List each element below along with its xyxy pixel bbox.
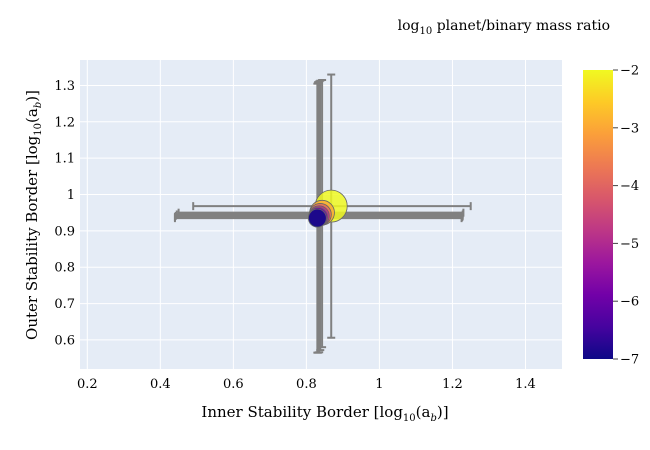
- colorbar-title: log10 planet/binary mass ratio: [398, 18, 610, 37]
- data-point: [307, 208, 327, 228]
- y-tick-label: 1.3: [54, 79, 75, 94]
- y-tick-label: 0.6: [54, 333, 75, 348]
- y-tick-label: 1: [67, 188, 75, 203]
- x-tick-label: 1.4: [515, 377, 536, 392]
- colorbar-tick-label: −2: [620, 64, 639, 79]
- colorbar: [583, 70, 613, 359]
- colorbar-tick-label: −5: [620, 237, 639, 252]
- y-tick-label: 0.7: [54, 297, 75, 312]
- colorbar-tick-label: −4: [620, 179, 639, 194]
- x-tick-label: 0.4: [150, 377, 171, 392]
- x-tick-labels: 0.2 0.4 0.6 0.8 1 1.2 1.4: [77, 377, 536, 392]
- y-tick-label: 0.9: [54, 224, 75, 239]
- y-axis-title: Outer Stability Border [log10(ab)]: [23, 90, 44, 340]
- y-tick-label: 0.8: [54, 261, 75, 276]
- colorbar-tick-label: −7: [620, 353, 639, 368]
- x-tick-label: 1.2: [442, 377, 463, 392]
- x-tick-label: 0.2: [77, 377, 98, 392]
- y-tick-label: 1.1: [54, 152, 75, 167]
- colorbar-tick-label: −6: [620, 295, 639, 310]
- x-axis-title: Inner Stability Border [log10(ab)]: [201, 403, 448, 424]
- x-tick-label: 1: [375, 377, 383, 392]
- markers: [307, 189, 348, 228]
- colorbar-ticks: −7 −6 −5 −4 −3 −2: [613, 64, 639, 368]
- colorbar-tick-label: −3: [620, 121, 639, 136]
- x-tick-label: 0.6: [223, 377, 244, 392]
- y-tick-label: 1.2: [54, 115, 75, 130]
- x-tick-label: 0.8: [296, 377, 317, 392]
- y-tick-labels: 0.6 0.7 0.8 0.9 1 1.1 1.2 1.3: [54, 79, 75, 348]
